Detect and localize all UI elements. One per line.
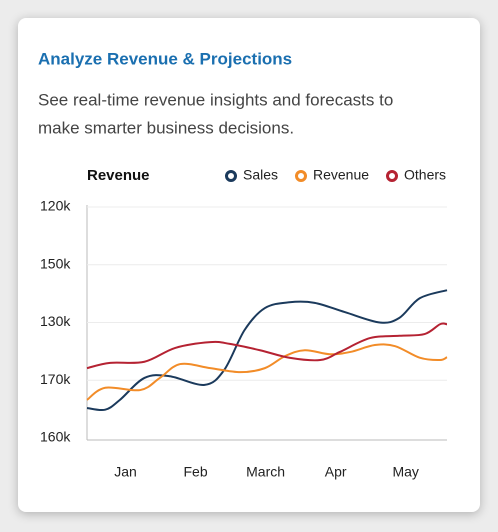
y-tick-label: 120k — [40, 198, 71, 214]
y-tick-label: 160k — [40, 429, 71, 445]
chart-title: Revenue — [87, 167, 150, 184]
x-tick-label: Apr — [325, 464, 347, 480]
x-tick-label: Feb — [183, 464, 207, 480]
x-tick-label: March — [246, 464, 285, 480]
description: See real-time revenue insights and forec… — [38, 90, 393, 109]
legend-swatch — [295, 170, 307, 182]
description: make smarter business decisions. — [38, 118, 294, 137]
x-tick-label: May — [392, 464, 418, 480]
y-tick-label: 170k — [40, 371, 71, 387]
line — [86, 322, 448, 370]
legend-label: Revenue — [313, 167, 369, 183]
x-tick-label: Jan — [114, 464, 137, 480]
legend-swatch — [386, 170, 398, 182]
line — [86, 289, 448, 412]
y-tick-label: 150k — [40, 255, 71, 271]
y-tick-label: 130k — [40, 313, 71, 329]
legend-label: Sales — [243, 167, 278, 183]
legend-swatch — [225, 170, 237, 182]
legend-label: Others — [404, 167, 446, 183]
card-title: Analyze Revenue & Projections — [38, 49, 292, 68]
